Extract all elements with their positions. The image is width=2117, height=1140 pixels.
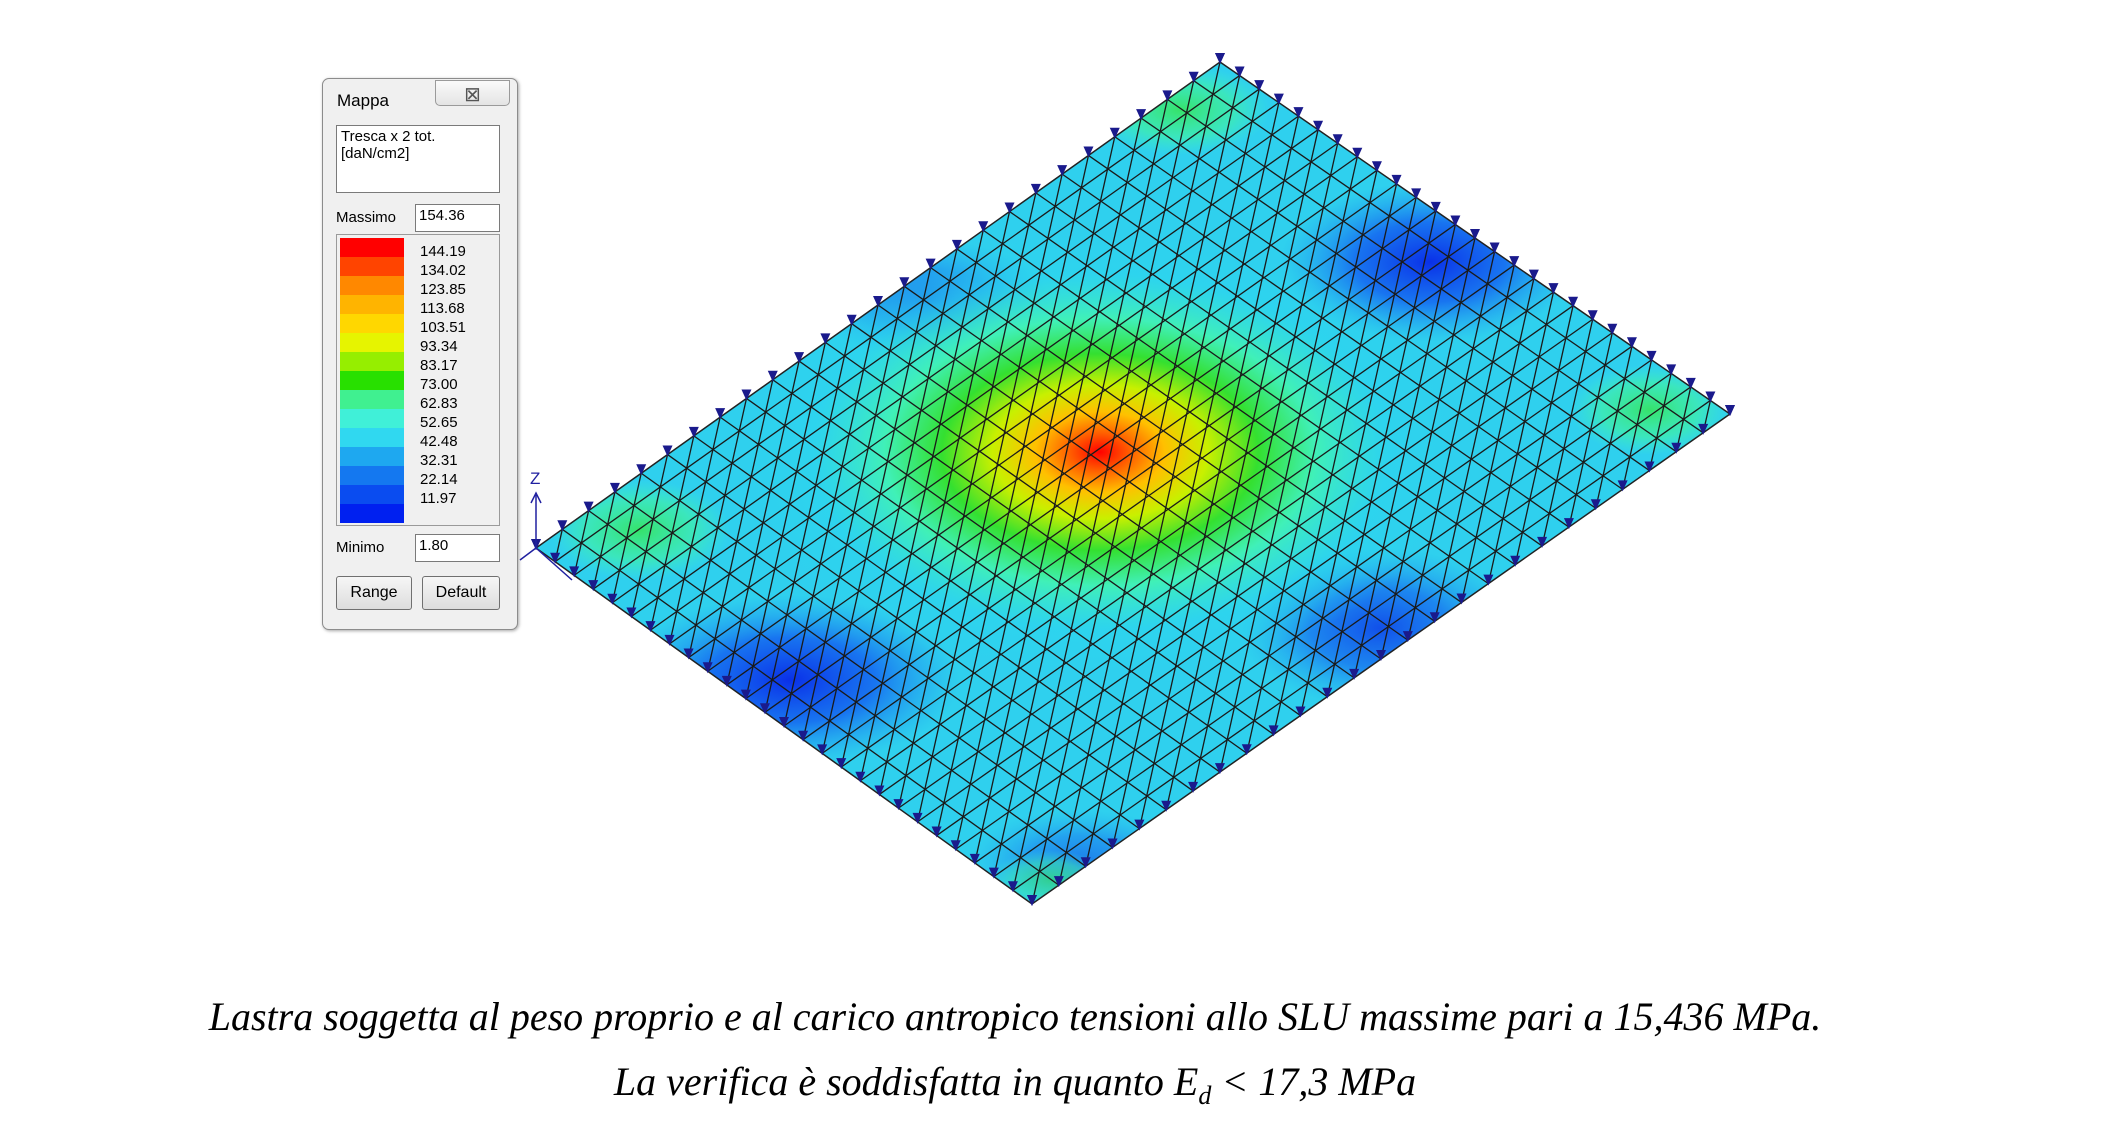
color-swatch <box>340 371 404 390</box>
legend-titlebar[interactable]: Mappa ⊠ <box>323 79 517 113</box>
scale-tick-label: 83.17 <box>420 357 458 374</box>
caption-line-1: Lastra soggetta al peso proprio e al car… <box>208 994 1822 1039</box>
max-value-field[interactable]: 154.36 <box>415 204 500 232</box>
color-swatches <box>340 238 404 523</box>
default-button[interactable]: Default <box>422 576 500 610</box>
max-label: Massimo <box>336 209 397 226</box>
caption-line-2-end: < 17,3 MPa <box>1211 1059 1417 1104</box>
min-value: 1.80 <box>419 537 449 554</box>
axis-z-label: Z <box>530 469 540 488</box>
scale-tick-label: 134.02 <box>420 262 466 279</box>
color-swatch <box>340 504 404 523</box>
color-swatch <box>340 314 404 333</box>
scale-tick-label: 93.34 <box>420 338 458 355</box>
scale-tick-label: 144.19 <box>420 243 466 260</box>
color-swatch <box>340 333 404 352</box>
quantity-name: Tresca x 2 tot. <box>341 128 436 145</box>
min-value-field[interactable]: 1.80 <box>415 534 500 562</box>
axis-triad <box>519 491 573 581</box>
scale-tick-label: 11.97 <box>420 490 457 507</box>
color-scale: 144.19 134.02 123.85 113.68 103.51 93.34 83.17… <box>336 234 500 526</box>
scale-tick-label: 73.00 <box>420 376 458 393</box>
color-swatch <box>340 238 404 257</box>
scale-tick-label: 103.51 <box>420 319 466 336</box>
caption-subscript: d <box>1198 1081 1212 1110</box>
range-button[interactable]: Range <box>336 576 412 610</box>
color-swatch <box>340 257 404 276</box>
close-button[interactable]: ⊠ <box>435 80 510 106</box>
scale-tick-label: 52.65 <box>420 414 458 431</box>
scale-tick-labels: 144.19 134.02 123.85 113.68 103.51 93.34 83.17… <box>420 242 466 508</box>
color-swatch <box>340 428 404 447</box>
color-swatch <box>340 409 404 428</box>
color-swatch <box>340 466 404 485</box>
max-value: 154.36 <box>419 207 465 224</box>
close-icon: ⊠ <box>464 84 481 106</box>
legend-title: Mappa <box>337 91 389 110</box>
scale-tick-label: 62.83 <box>420 395 458 412</box>
legend-window[interactable]: Mappa ⊠ Tresca x 2 tot. [daN/cm2] Massim… <box>322 78 518 630</box>
scale-tick-label: 113.68 <box>420 300 465 317</box>
caption-line-2: La verifica è soddisfatta in quanto Ed <… <box>0 1058 2030 1111</box>
scale-tick-label: 42.48 <box>420 433 458 450</box>
scale-tick-label: 32.31 <box>420 452 458 469</box>
caption-line-2-text: La verifica è soddisfatta in quanto E <box>613 1059 1199 1104</box>
color-swatch <box>340 485 404 504</box>
color-swatch <box>340 295 404 314</box>
color-swatch <box>340 352 404 371</box>
color-swatch <box>340 390 404 409</box>
scale-tick-label: 123.85 <box>420 281 466 298</box>
quantity-description: Tresca x 2 tot. [daN/cm2] <box>336 125 500 193</box>
color-swatch <box>340 276 404 295</box>
min-label: Minimo <box>336 539 385 556</box>
scale-tick-label: 22.14 <box>420 471 458 488</box>
color-swatch <box>340 447 404 466</box>
quantity-unit: [daN/cm2] <box>341 145 410 162</box>
